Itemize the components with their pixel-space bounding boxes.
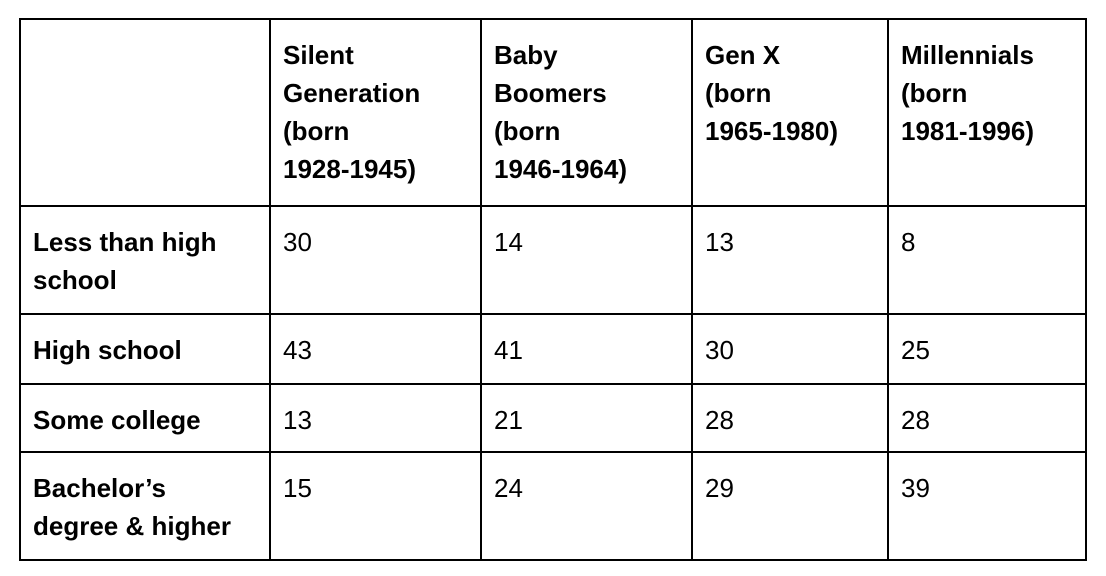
header-line: (born <box>494 116 561 146</box>
header-line: 1965-1980) <box>705 116 838 146</box>
table-row: Some college 13 21 28 28 <box>19 383 1087 453</box>
cell-value: 29 <box>705 473 734 503</box>
header-line: (born <box>705 78 772 108</box>
cell-value: 43 <box>283 335 312 365</box>
header-corner-cell <box>19 18 271 207</box>
row-label-line: Bachelor’s <box>33 473 166 503</box>
table-cell: 41 <box>480 313 693 385</box>
row-label-some-college: Some college <box>19 383 271 453</box>
cell-value: 30 <box>705 335 734 365</box>
cell-value: 21 <box>494 405 523 435</box>
table-cell: 28 <box>887 383 1087 453</box>
table-cell: 15 <box>269 451 482 561</box>
cell-value: 14 <box>494 227 523 257</box>
table-cell: 29 <box>691 451 889 561</box>
header-silent-generation: Silent Generation (born 1928-1945) <box>269 18 482 207</box>
row-label-line: Less than high <box>33 227 217 257</box>
table-row: High school 43 41 30 25 <box>19 313 1087 385</box>
header-millennials: Millennials (born 1981-1996) <box>887 18 1087 207</box>
row-label-line: Some college <box>33 405 201 435</box>
table-row: Bachelor’s degree & higher 15 24 29 39 <box>19 451 1087 561</box>
table-row: Less than high school 30 14 13 8 <box>19 205 1087 315</box>
row-label-high-school: High school <box>19 313 271 385</box>
table-cell: 14 <box>480 205 693 315</box>
header-line: (born <box>283 116 350 146</box>
table-cell: 39 <box>887 451 1087 561</box>
table-cell: 21 <box>480 383 693 453</box>
cell-value: 25 <box>901 335 930 365</box>
cell-value: 13 <box>283 405 312 435</box>
row-label-line: High school <box>33 335 182 365</box>
header-line: Gen X <box>705 40 781 70</box>
header-line: 1946-1964) <box>494 154 627 184</box>
cell-value: 15 <box>283 473 312 503</box>
table-cell: 30 <box>691 313 889 385</box>
cell-value: 13 <box>705 227 734 257</box>
header-line: Baby <box>494 40 558 70</box>
cell-value: 30 <box>283 227 312 257</box>
table-cell: 13 <box>691 205 889 315</box>
table-cell: 8 <box>887 205 1087 315</box>
header-line: 1981-1996) <box>901 116 1034 146</box>
education-by-generation-table: Silent Generation (born 1928-1945) Baby … <box>19 18 1087 561</box>
header-line: (born <box>901 78 968 108</box>
row-label-line: school <box>33 265 117 295</box>
header-row: Silent Generation (born 1928-1945) Baby … <box>19 18 1087 207</box>
header-line: Boomers <box>494 78 607 108</box>
row-label-bachelors-degree: Bachelor’s degree & higher <box>19 451 271 561</box>
table-cell: 30 <box>269 205 482 315</box>
table-cell: 43 <box>269 313 482 385</box>
header-gen-x: Gen X (born 1965-1980) <box>691 18 889 207</box>
header-line: Silent <box>283 40 354 70</box>
cell-value: 39 <box>901 473 930 503</box>
table-container: Silent Generation (born 1928-1945) Baby … <box>19 18 1087 561</box>
header-line: Generation <box>283 78 421 108</box>
header-line: Millennials <box>901 40 1034 70</box>
cell-value: 41 <box>494 335 523 365</box>
header-line: 1928-1945) <box>283 154 416 184</box>
table-cell: 25 <box>887 313 1087 385</box>
row-label-line: degree & higher <box>33 511 231 541</box>
table-cell: 13 <box>269 383 482 453</box>
cell-value: 28 <box>705 405 734 435</box>
cell-value: 8 <box>901 227 916 257</box>
table-cell: 28 <box>691 383 889 453</box>
cell-value: 28 <box>901 405 930 435</box>
cell-value: 24 <box>494 473 523 503</box>
row-label-less-than-high-school: Less than high school <box>19 205 271 315</box>
table-cell: 24 <box>480 451 693 561</box>
header-baby-boomers: Baby Boomers (born 1946-1964) <box>480 18 693 207</box>
